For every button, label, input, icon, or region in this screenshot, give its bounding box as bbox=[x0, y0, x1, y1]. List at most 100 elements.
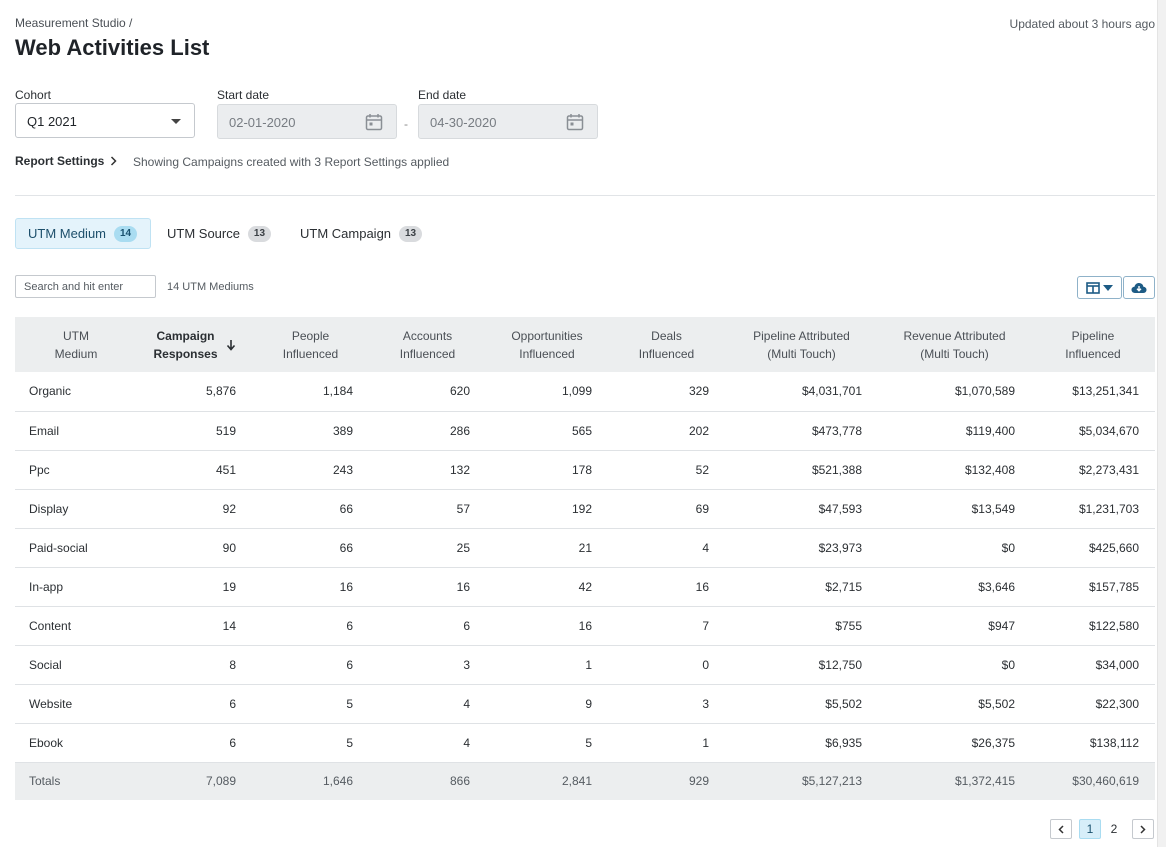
table-cell: 132 bbox=[369, 450, 486, 490]
table-cell: $13,549 bbox=[878, 489, 1031, 529]
table-cell: $12,750 bbox=[725, 645, 878, 685]
column-header-utm-medium[interactable]: UTM Medium bbox=[15, 317, 137, 372]
table-cell: 8 bbox=[137, 645, 252, 685]
report-settings-note: Showing Campaigns created with 3 Report … bbox=[133, 155, 450, 169]
table-cell: 21 bbox=[486, 528, 608, 568]
table-cell: $1,070,589 bbox=[878, 372, 1031, 412]
table-cell: 16 bbox=[486, 606, 608, 646]
table-cell: 4 bbox=[608, 528, 725, 568]
vertical-scrollbar[interactable] bbox=[1157, 0, 1166, 847]
tab-label: UTM Campaign bbox=[300, 226, 392, 241]
column-header-accounts-influenced[interactable]: Accounts Influenced bbox=[369, 317, 486, 372]
table-cell: 1 bbox=[486, 645, 608, 685]
tab-utm-campaign[interactable]: UTM Campaign 13 bbox=[288, 218, 434, 249]
medium-link[interactable]: Social bbox=[15, 645, 137, 685]
breadcrumb[interactable]: Measurement Studio / bbox=[15, 16, 133, 30]
table-cell: $755 bbox=[725, 606, 878, 646]
table-cell: 329 bbox=[608, 372, 725, 412]
table-cell: 16 bbox=[252, 567, 369, 607]
end-date-field[interactable]: 04-30-2020 bbox=[418, 104, 598, 139]
table-cell: 7,089 bbox=[137, 762, 252, 800]
table-row: Organic 5,876 1,184 620 1,099 329 $4,031,701 $1… bbox=[15, 372, 1155, 412]
table-cell: 9 bbox=[486, 684, 608, 724]
column-picker-button[interactable] bbox=[1077, 276, 1122, 299]
column-header-campaign-responses[interactable]: Campaign Responses bbox=[137, 317, 252, 372]
chevron-right-icon bbox=[1140, 824, 1146, 834]
export-button[interactable] bbox=[1123, 276, 1155, 299]
report-settings-toggle[interactable]: Report Settings bbox=[15, 154, 117, 168]
tab-utm-medium[interactable]: UTM Medium 14 bbox=[15, 218, 151, 249]
table-cell: 6 bbox=[137, 723, 252, 763]
pagination-page-1[interactable]: 1 bbox=[1079, 819, 1101, 839]
column-header-revenue-attributed[interactable]: Revenue Attributed (Multi Touch) bbox=[878, 317, 1031, 372]
start-date-field[interactable]: 02-01-2020 bbox=[217, 104, 397, 139]
table-cell: 6 bbox=[137, 684, 252, 724]
medium-link[interactable]: Content bbox=[15, 606, 137, 646]
table-cell: 866 bbox=[369, 762, 486, 800]
table-cell: $30,460,619 bbox=[1031, 762, 1155, 800]
column-header-pipeline-influenced[interactable]: Pipeline Influenced bbox=[1031, 317, 1155, 372]
tab-count-badge: 13 bbox=[399, 225, 423, 242]
table-cell: 92 bbox=[137, 489, 252, 529]
medium-link[interactable]: In-app bbox=[15, 567, 137, 607]
table-cell: 1,184 bbox=[252, 372, 369, 412]
table-cell: $4,031,701 bbox=[725, 372, 878, 412]
medium-link[interactable]: Paid-social bbox=[15, 528, 137, 568]
medium-link[interactable]: Email bbox=[15, 411, 137, 451]
table-cell: 1 bbox=[608, 723, 725, 763]
medium-link[interactable]: Ppc bbox=[15, 450, 137, 490]
medium-link[interactable]: Organic bbox=[15, 372, 137, 412]
table-cell: 19 bbox=[137, 567, 252, 607]
table-cell: 90 bbox=[137, 528, 252, 568]
table-cell: $22,300 bbox=[1031, 684, 1155, 724]
table-cell: $26,375 bbox=[878, 723, 1031, 763]
table-cell: $34,000 bbox=[1031, 645, 1155, 685]
tab-utm-source[interactable]: UTM Source 13 bbox=[155, 218, 283, 249]
medium-link[interactable]: Ebook bbox=[15, 723, 137, 763]
table-body: Organic 5,876 1,184 620 1,099 329 $4,031,701 $1… bbox=[15, 372, 1155, 800]
pagination-page-2[interactable]: 2 bbox=[1110, 822, 1118, 836]
column-header-deals-influenced[interactable]: Deals Influenced bbox=[608, 317, 725, 372]
pagination-prev-button[interactable] bbox=[1050, 819, 1072, 839]
table-cell: 5 bbox=[252, 684, 369, 724]
table-cell: 6 bbox=[252, 606, 369, 646]
table-cell: 69 bbox=[608, 489, 725, 529]
table-row: Paid-social 90 66 25 21 4 $23,973 $0 $425,660 bbox=[15, 528, 1155, 568]
table-cell: $3,646 bbox=[878, 567, 1031, 607]
cohort-select[interactable]: Q1 2021 bbox=[15, 103, 195, 138]
caret-down-icon bbox=[171, 119, 181, 124]
table-cell: 620 bbox=[369, 372, 486, 412]
table-cell: 4 bbox=[369, 723, 486, 763]
table-row: Social 8 6 3 1 0 $12,750 $0 $34,000 bbox=[15, 645, 1155, 685]
table-cell: $23,973 bbox=[725, 528, 878, 568]
table-cell: 192 bbox=[486, 489, 608, 529]
pagination-next-button[interactable] bbox=[1132, 819, 1154, 839]
column-header-opportunities-influenced[interactable]: Opportunities Influenced bbox=[486, 317, 608, 372]
chevron-down-icon bbox=[1103, 284, 1113, 291]
table-cell: 929 bbox=[608, 762, 725, 800]
medium-link[interactable]: Display bbox=[15, 489, 137, 529]
totals-label: Totals bbox=[15, 762, 137, 800]
totals-row: Totals 7,089 1,646 866 2,841 929 $5,127,213 $1,… bbox=[15, 762, 1155, 800]
table-cell: $132,408 bbox=[878, 450, 1031, 490]
table-cell: $6,935 bbox=[725, 723, 878, 763]
table-cell: $1,231,703 bbox=[1031, 489, 1155, 529]
table-cell: $157,785 bbox=[1031, 567, 1155, 607]
table-cell: 451 bbox=[137, 450, 252, 490]
table-cell: 6 bbox=[252, 645, 369, 685]
table-cell: 7 bbox=[608, 606, 725, 646]
table-cell: 389 bbox=[252, 411, 369, 451]
column-header-people-influenced[interactable]: People Influenced bbox=[252, 317, 369, 372]
end-date-label: End date bbox=[418, 88, 467, 102]
table-cell: 0 bbox=[608, 645, 725, 685]
column-header-pipeline-attributed[interactable]: Pipeline Attributed (Multi Touch) bbox=[725, 317, 878, 372]
start-date-value: 02-01-2020 bbox=[229, 115, 296, 130]
search-input[interactable] bbox=[15, 275, 156, 298]
chevron-left-icon bbox=[1058, 824, 1064, 834]
chevron-right-icon bbox=[111, 156, 117, 166]
medium-link[interactable]: Website bbox=[15, 684, 137, 724]
table-cell: 57 bbox=[369, 489, 486, 529]
calendar-icon bbox=[566, 114, 584, 131]
table-cell: 5 bbox=[486, 723, 608, 763]
table-cell: $5,502 bbox=[878, 684, 1031, 724]
